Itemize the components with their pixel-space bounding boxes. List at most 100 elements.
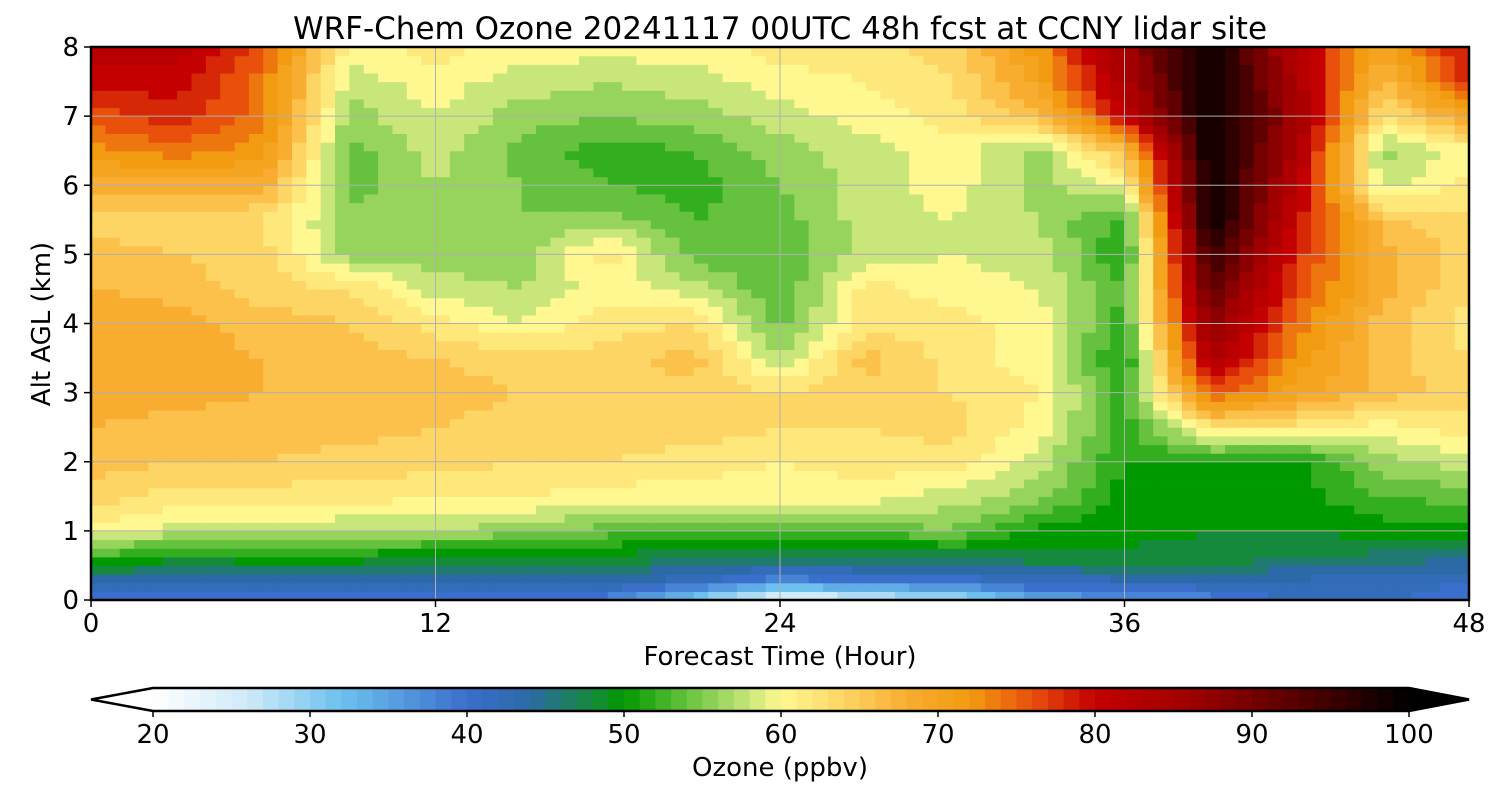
heatmap-cell	[464, 487, 480, 497]
heatmap-cell	[966, 427, 982, 437]
heatmap-cell	[808, 530, 824, 541]
heatmap-cell	[378, 306, 394, 316]
heatmap-cell	[1239, 504, 1255, 515]
heatmap-cell	[693, 271, 709, 281]
heatmap-cell	[937, 487, 953, 497]
heatmap-cell	[1411, 202, 1427, 212]
heatmap-cell	[320, 366, 336, 376]
heatmap-cell	[823, 427, 839, 437]
heatmap-cell	[1282, 548, 1298, 558]
heatmap-cell	[837, 185, 853, 195]
heatmap-cell	[966, 504, 982, 515]
heatmap-cell	[851, 479, 867, 489]
heatmap-cell	[995, 479, 1011, 489]
heatmap-cell	[406, 496, 422, 506]
heatmap-cell	[966, 202, 982, 212]
heatmap-cell	[492, 358, 508, 368]
heatmap-cell	[980, 470, 996, 480]
heatmap-cell	[1311, 297, 1327, 307]
heatmap-cell	[823, 574, 839, 584]
heatmap-cell	[392, 522, 408, 532]
heatmap-cell	[306, 453, 322, 463]
heatmap-cell	[435, 582, 451, 592]
heatmap-cell	[148, 245, 164, 255]
heatmap-cell	[1124, 496, 1140, 506]
heatmap-cell	[105, 219, 121, 230]
heatmap-cell	[1138, 254, 1154, 264]
heatmap-cell	[248, 427, 264, 437]
heatmap-cell	[363, 159, 379, 169]
heatmap-cell	[191, 496, 207, 506]
heatmap-cell	[1425, 314, 1441, 325]
heatmap-cell	[1124, 306, 1140, 316]
heatmap-cell	[248, 288, 264, 299]
heatmap-cell	[406, 280, 422, 290]
heatmap-cell	[980, 504, 996, 515]
heatmap-cell	[1382, 401, 1398, 411]
heatmap-cell	[521, 314, 537, 325]
heatmap-cell	[435, 314, 451, 325]
heatmap-cell	[837, 366, 853, 376]
heatmap-cell	[966, 271, 982, 281]
heatmap-cell	[335, 401, 350, 411]
heatmap-cell	[966, 401, 982, 411]
heatmap-cell	[1425, 565, 1441, 575]
heatmap-cell	[1440, 176, 1456, 186]
heatmap-cell	[478, 263, 494, 273]
heatmap-cell	[636, 470, 652, 480]
heatmap-cell	[751, 245, 767, 255]
heatmap-cell	[449, 271, 465, 281]
heatmap-cell	[665, 383, 681, 394]
heatmap-cell	[148, 496, 164, 506]
heatmap-cell	[794, 185, 810, 195]
heatmap-cell	[535, 340, 551, 351]
heatmap-cell	[191, 435, 207, 446]
heatmap-cell	[995, 530, 1011, 541]
heatmap-cell	[349, 358, 365, 368]
heatmap-cell	[134, 539, 150, 549]
heatmap-cell	[1440, 401, 1456, 411]
heatmap-cell	[995, 435, 1011, 446]
heatmap-cell	[622, 332, 638, 342]
heatmap-cell	[1440, 297, 1456, 307]
heatmap-cell	[306, 427, 322, 437]
heatmap-cell	[1167, 513, 1183, 523]
heatmap-cell	[1067, 427, 1083, 437]
heatmap-cell	[1296, 349, 1312, 359]
heatmap-cell	[134, 254, 150, 264]
heatmap-cell	[1124, 444, 1140, 454]
heatmap-cell	[1224, 366, 1240, 376]
heatmap-cell	[937, 167, 953, 178]
heatmap-cell	[363, 245, 379, 255]
heatmap-cell	[277, 444, 293, 454]
heatmap-cell	[1052, 245, 1068, 255]
heatmap-cell	[1224, 496, 1240, 506]
heatmap-cell	[1024, 556, 1039, 567]
heatmap-cell	[1440, 271, 1456, 281]
heatmap-cell	[1024, 435, 1039, 446]
heatmap-cell	[148, 332, 164, 342]
heatmap-cell	[105, 211, 121, 221]
heatmap-cell	[1153, 461, 1169, 471]
heatmap-cell	[823, 470, 839, 480]
heatmap-cell	[1354, 556, 1370, 567]
heatmap-cell	[177, 375, 193, 385]
heatmap-cell	[191, 185, 207, 195]
heatmap-cell	[1440, 383, 1456, 394]
heatmap-cell	[650, 254, 666, 264]
heatmap-cell	[952, 366, 968, 376]
heatmap-cell	[794, 418, 810, 428]
heatmap-cell	[923, 479, 939, 489]
heatmap-cell	[177, 418, 193, 428]
heatmap-cell	[1354, 323, 1370, 333]
heatmap-cell	[162, 539, 178, 549]
heatmap-cell	[177, 314, 193, 325]
heatmap-cell	[392, 582, 408, 592]
heatmap-cell	[1124, 349, 1140, 359]
heatmap-cell	[1382, 271, 1398, 281]
heatmap-cell	[492, 401, 508, 411]
heatmap-cell	[378, 591, 394, 600]
heatmap-cell	[291, 539, 307, 549]
heatmap-cell	[406, 358, 422, 368]
heatmap-cell	[693, 159, 709, 169]
